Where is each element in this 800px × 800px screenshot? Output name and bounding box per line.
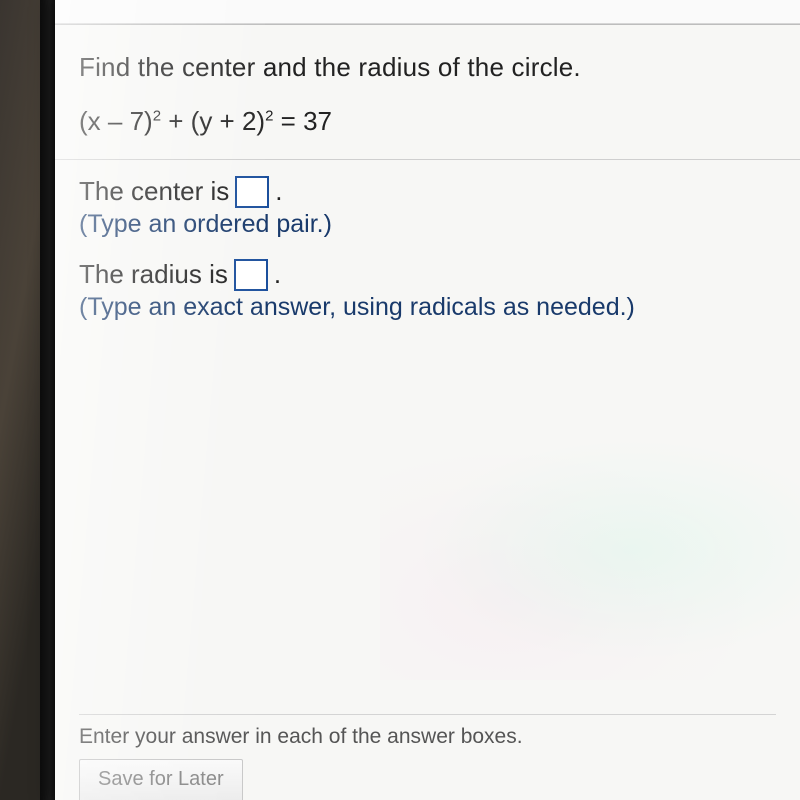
footer-instruction: Enter your answer in each of the answer … bbox=[79, 714, 776, 759]
eq-part: (x – 7) bbox=[79, 106, 153, 136]
center-hint: (Type an ordered pair.) bbox=[79, 210, 776, 239]
question-divider bbox=[55, 159, 800, 160]
question-prompt: Find the center and the radius of the ci… bbox=[79, 51, 776, 84]
radius-answer-block: The radius is . (Type an exact answer, u… bbox=[79, 259, 776, 322]
circle-equation: (x – 7)2 + (y + 2)2 = 37 bbox=[79, 106, 776, 137]
radius-input[interactable] bbox=[234, 259, 268, 291]
radius-hint: (Type an exact answer, using radicals as… bbox=[79, 293, 776, 322]
question-content: Find the center and the radius of the ci… bbox=[55, 25, 800, 322]
photo-background: Find the center and the radius of the ci… bbox=[0, 0, 800, 800]
app-screen: Find the center and the radius of the ci… bbox=[55, 0, 800, 800]
center-label-after: . bbox=[275, 176, 282, 207]
eq-exp: 2 bbox=[153, 107, 161, 124]
footer: Enter your answer in each of the answer … bbox=[55, 714, 800, 800]
monitor-bezel bbox=[40, 0, 56, 800]
center-input[interactable] bbox=[235, 176, 269, 208]
radius-label-before: The radius is bbox=[79, 259, 228, 290]
eq-part: = 37 bbox=[273, 106, 332, 136]
eq-part: (y + 2) bbox=[191, 106, 265, 136]
screen-moire bbox=[380, 420, 800, 680]
save-for-later-button[interactable]: Save for Later bbox=[79, 759, 243, 800]
center-answer-block: The center is . (Type an ordered pair.) bbox=[79, 176, 776, 239]
radius-answer-line: The radius is . bbox=[79, 259, 776, 291]
radius-label-after: . bbox=[274, 259, 281, 290]
eq-part: + bbox=[161, 106, 191, 136]
center-answer-line: The center is . bbox=[79, 176, 776, 208]
header-band bbox=[55, 0, 800, 24]
center-label-before: The center is bbox=[79, 176, 229, 207]
